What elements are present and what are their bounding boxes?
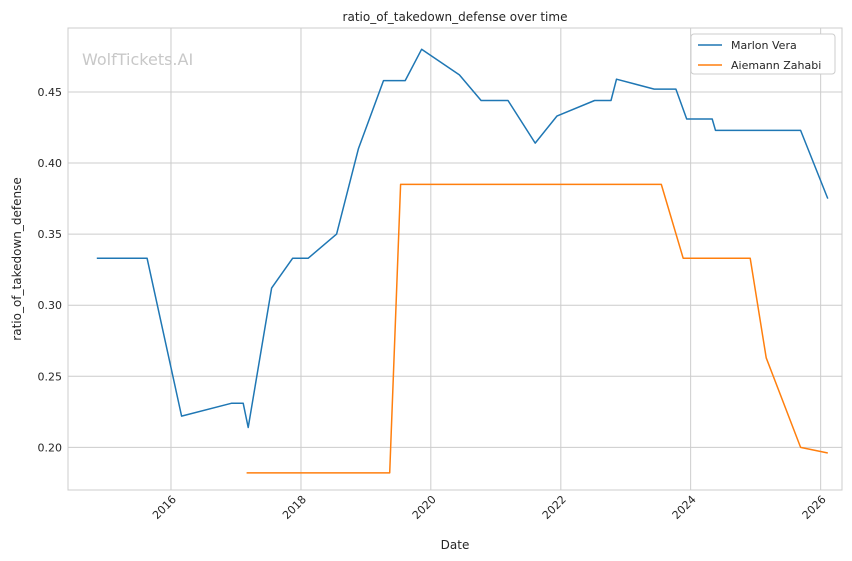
x-tick-label: 2024 [670, 493, 699, 522]
y-tick-label: 0.25 [38, 370, 63, 383]
watermark-text: WolfTickets.AI [82, 50, 193, 69]
legend[interactable]: Marlon Vera Aiemann Zahabi [690, 33, 836, 75]
series-line-aiemann-zahabi [246, 183, 828, 474]
y-axis: 0.20 0.25 0.30 0.35 0.40 0.45 [38, 86, 63, 454]
y-tick-label: 0.45 [38, 86, 63, 99]
chart-title: ratio_of_takedown_defense over time [343, 10, 568, 24]
x-tick-label: 2016 [150, 493, 179, 522]
y-axis-label: ratio_of_takedown_defense [10, 177, 24, 340]
series-line-marlon-vera [96, 48, 829, 429]
x-axis: 2016 2018 2020 2022 2024 2026 [150, 493, 829, 522]
x-tick-label: 2020 [410, 493, 439, 522]
plot-area [67, 27, 843, 491]
x-axis-label: Date [441, 538, 470, 552]
legend-label-marlon-vera: Marlon Vera [731, 39, 797, 52]
legend-box [690, 33, 836, 75]
x-tick-label: 2018 [280, 493, 309, 522]
y-tick-label: 0.30 [38, 299, 63, 312]
y-tick-label: 0.40 [38, 157, 63, 170]
x-tick-label: 2026 [800, 493, 829, 522]
y-tick-label: 0.35 [38, 228, 63, 241]
y-tick-label: 0.20 [38, 441, 63, 454]
legend-label-aiemann-zahabi: Aiemann Zahabi [731, 59, 821, 72]
x-tick-label: 2022 [540, 493, 569, 522]
series-lines [96, 48, 829, 474]
